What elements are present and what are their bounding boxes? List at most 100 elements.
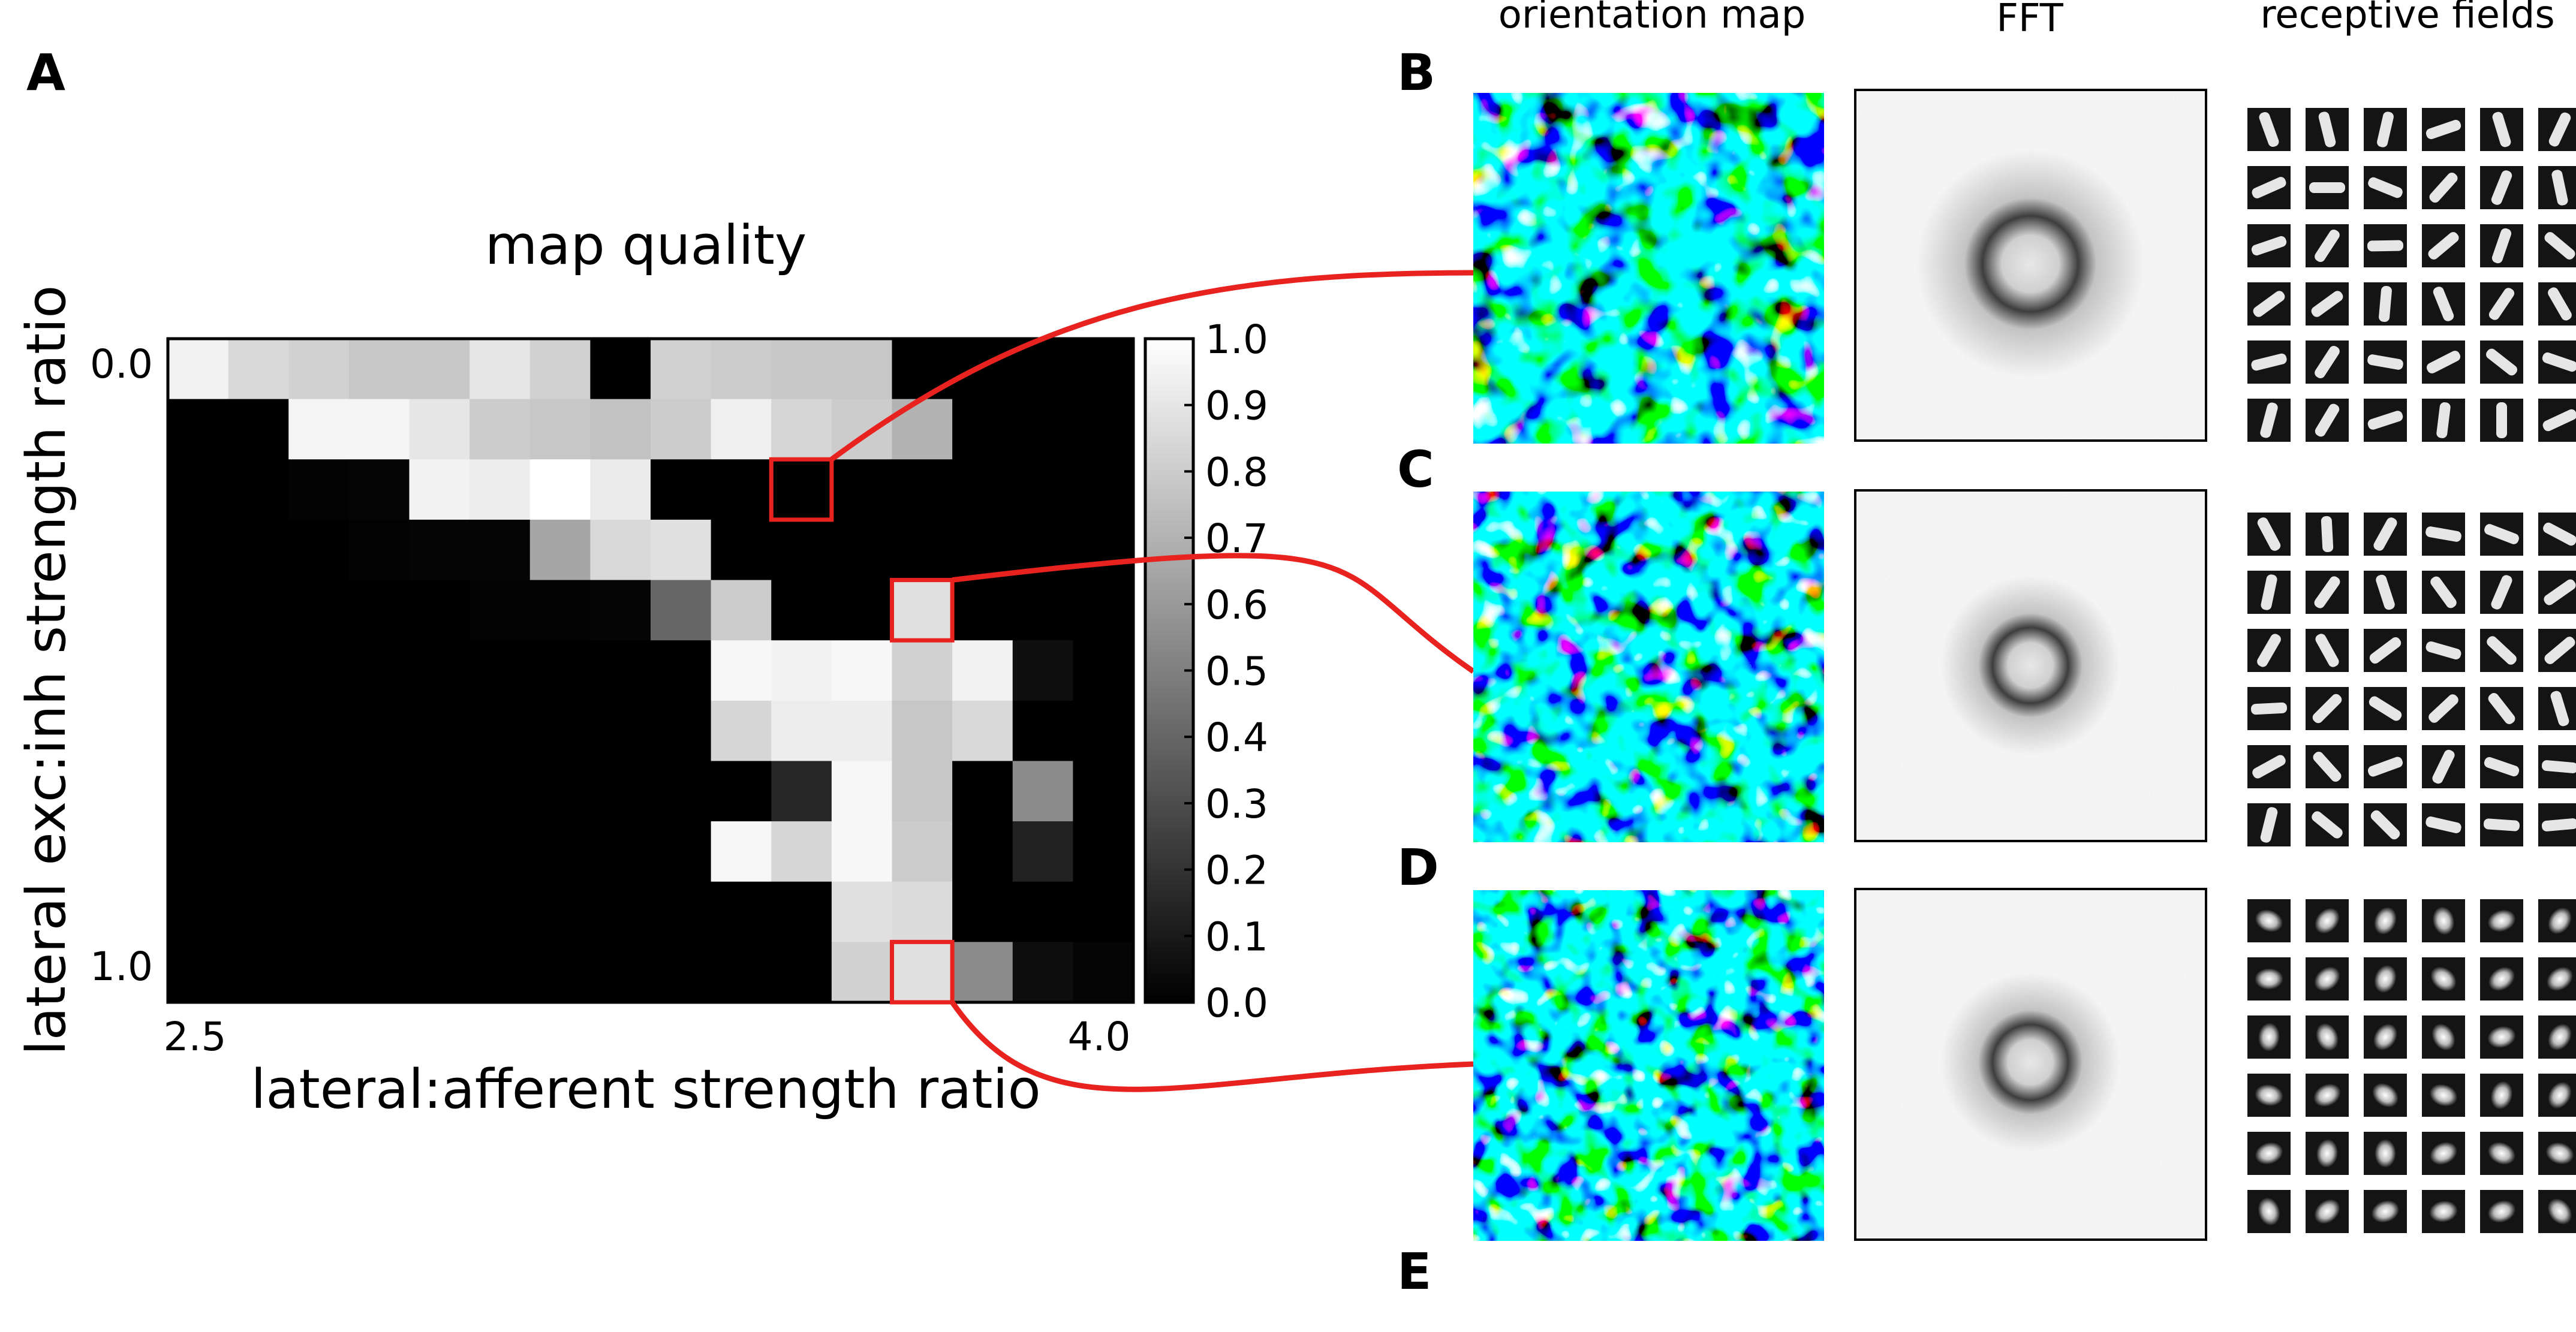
heatmap-cell <box>168 700 229 762</box>
heatmap-cell <box>168 821 229 882</box>
heatmap-cell <box>529 942 591 1003</box>
receptive-field-bar <box>2425 641 2461 660</box>
heatmap-cell <box>1012 580 1073 641</box>
heatmap-cell <box>348 580 410 641</box>
panel-label-e: E <box>1397 1242 1431 1301</box>
receptive-field-blob <box>2548 907 2572 935</box>
heatmap-cell <box>711 339 772 400</box>
heatmap-cell <box>1073 640 1134 701</box>
receptive-field-bar <box>2428 232 2459 260</box>
receptive-field-blob <box>2316 1139 2339 1168</box>
heatmap-cell <box>470 821 531 882</box>
heatmap-cell <box>831 881 893 942</box>
receptive-field-bar <box>2544 232 2575 260</box>
receptive-field-bar <box>2544 637 2575 664</box>
heatmap-cell <box>651 580 712 641</box>
connector-line-b <box>830 270 1474 462</box>
receptive-field-bar <box>2315 403 2340 437</box>
receptive-field-bar <box>2377 111 2394 147</box>
receptive-field-blob <box>2490 1081 2513 1110</box>
receptive-field-bar <box>2430 576 2457 608</box>
receptive-field-bar <box>2491 575 2512 610</box>
x-axis-label: lateral:afferent strength ratio <box>251 1058 1040 1121</box>
colorbar-tick-label: 0.1 <box>1205 914 1268 960</box>
heatmap-cell <box>348 640 410 701</box>
receptive-field-bar <box>2433 287 2454 321</box>
heatmap-cell <box>228 821 289 882</box>
receptive-field-blob <box>2313 1083 2341 1107</box>
receptive-field-bar <box>2428 694 2458 723</box>
heatmap-cell <box>590 339 651 400</box>
receptive-field-bar <box>2250 702 2288 715</box>
heatmap-cell <box>168 339 229 400</box>
colorbar-tick-label: 0.3 <box>1205 781 1268 827</box>
heatmap-cell <box>831 519 893 581</box>
y-tick-label-0: 0.0 <box>90 341 153 387</box>
heatmap-cell <box>590 580 651 641</box>
receptive-field-blob <box>2546 966 2574 992</box>
heatmap-cell <box>409 580 470 641</box>
heatmap-cell <box>470 459 531 520</box>
heatmap-cell <box>651 339 712 400</box>
receptive-field-blob <box>2374 906 2397 935</box>
heatmap-cell <box>771 700 832 762</box>
heatmap-cell <box>952 640 1013 701</box>
receptive-field-blob <box>2487 1141 2516 1165</box>
heatmap-cell <box>529 339 591 400</box>
heatmap-cell <box>288 640 350 701</box>
heatmap-cell <box>771 640 832 701</box>
receptive-field-bar <box>2260 807 2278 843</box>
heatmap-cell <box>228 580 289 641</box>
heatmap-cell <box>892 881 953 942</box>
connector-lines <box>830 270 1475 1092</box>
heatmap-cell <box>892 339 953 400</box>
heatmap-cell <box>1012 640 1073 701</box>
heatmap-cell <box>771 761 832 822</box>
heatmap-cell <box>470 640 531 701</box>
orientation-map-c <box>1473 492 1824 842</box>
heatmap-cell <box>288 700 350 762</box>
heatmap-cell <box>651 881 712 942</box>
receptive-field-bar <box>2491 228 2512 264</box>
receptive-field-bar <box>2367 240 2404 252</box>
heatmap-cell <box>952 459 1013 520</box>
heatmap-cell <box>590 761 651 822</box>
receptive-field-bar <box>2313 751 2342 782</box>
receptive-field-bar <box>2252 177 2286 198</box>
receptive-field-blob <box>2487 1026 2516 1048</box>
panel-label-c: C <box>1397 440 1434 499</box>
heatmap-cell <box>409 942 470 1003</box>
heatmap-cell <box>771 399 832 460</box>
receptive-field-bar <box>2496 402 2507 438</box>
heatmap-cell <box>1073 700 1134 762</box>
receptive-field-bar <box>2487 636 2517 665</box>
heatmap-cell <box>892 519 953 581</box>
receptive-field-bar <box>2370 810 2400 840</box>
heatmap-cell <box>831 942 893 1003</box>
heatmap-cell <box>952 942 1013 1003</box>
heatmap-cell <box>529 459 591 520</box>
heatmap-cell <box>228 881 289 942</box>
colorbar-tick-label: 0.2 <box>1205 848 1268 894</box>
chart-title: map quality <box>485 214 806 277</box>
heatmap-cell <box>470 399 531 460</box>
heatmap-cell <box>831 580 893 641</box>
heatmap-cell <box>288 339 350 400</box>
heatmap-cell <box>1073 580 1134 641</box>
heatmap-cell <box>288 399 350 460</box>
heatmap-cell <box>529 580 591 641</box>
heatmap-cell <box>651 640 712 701</box>
heatmap-cell <box>1012 881 1073 942</box>
heatmap-cell <box>409 399 470 460</box>
receptive-field-bar <box>2484 524 2519 544</box>
receptive-field-bar <box>2257 634 2281 667</box>
receptive-fields-d <box>2247 899 2576 1233</box>
heatmap-cell <box>168 640 229 701</box>
connector-line-c <box>952 553 1475 674</box>
heatmap-cell <box>711 399 772 460</box>
panel-label-a: A <box>26 43 65 102</box>
heatmap-cell <box>228 339 289 400</box>
heatmap-cell <box>651 459 712 520</box>
heatmap-cell <box>409 640 470 701</box>
heatmap-cell <box>952 761 1013 822</box>
